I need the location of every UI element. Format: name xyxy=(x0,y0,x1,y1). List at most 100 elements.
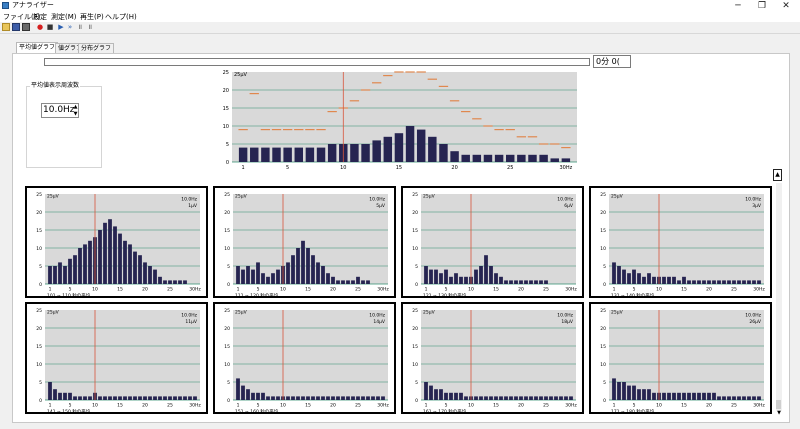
x-tick-label: 1 xyxy=(425,287,428,293)
record-icon[interactable]: ● xyxy=(36,23,44,31)
x-tick-label: 10 xyxy=(280,287,286,293)
y-tick-label: 20 xyxy=(224,210,230,216)
y-tick-label: 15 xyxy=(412,344,418,350)
stepper-up-icon[interactable]: ▲ xyxy=(73,104,78,110)
time-range-caption: 151 ~ 160 秒の平均 xyxy=(235,408,279,412)
menu-file[interactable]: ファイル(F) xyxy=(3,13,41,21)
bar xyxy=(173,280,177,284)
bar xyxy=(168,396,172,400)
amplitude-info-label: 5μV xyxy=(376,203,386,209)
bar xyxy=(549,396,553,400)
bar xyxy=(647,389,651,400)
bar xyxy=(48,382,52,400)
bar xyxy=(193,396,197,400)
bar xyxy=(272,147,281,162)
bar xyxy=(554,396,558,400)
x-tick-label: 1 xyxy=(613,403,616,409)
bar xyxy=(428,136,437,162)
x-tick-label: 25 xyxy=(355,403,361,409)
bar xyxy=(461,154,470,162)
plot-area xyxy=(233,310,388,400)
bar xyxy=(291,255,295,284)
bar xyxy=(534,280,538,284)
bar xyxy=(474,269,478,284)
menu-help[interactable]: ヘルプ(H) xyxy=(105,13,137,21)
stop-icon[interactable]: ■ xyxy=(46,23,54,31)
bar xyxy=(505,154,515,162)
y-axis-unit-label: 25μV xyxy=(234,72,248,78)
bar xyxy=(444,392,448,400)
pause-icon[interactable]: ॥ xyxy=(77,23,83,31)
bar xyxy=(266,396,270,400)
bar xyxy=(98,396,102,400)
playback-progress-bar[interactable] xyxy=(44,58,590,66)
bar xyxy=(183,396,187,400)
bar xyxy=(617,266,621,284)
x-tick-label: 5 xyxy=(633,403,636,409)
bar xyxy=(424,382,428,400)
bar xyxy=(283,147,292,162)
folder-open-icon[interactable] xyxy=(2,23,10,31)
bar xyxy=(439,144,448,162)
bar xyxy=(326,273,330,284)
bar xyxy=(509,280,513,284)
stepper-down-icon[interactable]: ▼ xyxy=(73,111,78,117)
time-range-caption: 111 ~ 120 秒の平均 xyxy=(235,292,279,296)
frequency-stepper[interactable] xyxy=(41,103,79,118)
x-tick-label: 1 xyxy=(237,287,240,293)
bar xyxy=(544,396,548,400)
bar xyxy=(692,392,696,400)
bar xyxy=(642,389,646,400)
scroll-down-button[interactable]: ▼ xyxy=(777,410,781,416)
fast-forward-icon[interactable]: » xyxy=(67,23,73,31)
y-axis-unit-label: 25μV xyxy=(235,194,248,200)
bar xyxy=(459,392,463,400)
bar xyxy=(519,396,523,400)
bar xyxy=(286,396,290,400)
bar xyxy=(341,396,345,400)
menu-playback[interactable]: 再生(P) xyxy=(80,13,104,21)
bar xyxy=(727,396,731,400)
bar xyxy=(484,396,488,400)
x-tick-label: 30Hz xyxy=(753,287,765,293)
bar xyxy=(256,392,260,400)
minimize-button[interactable]: ─ xyxy=(735,1,741,11)
x-tick-label: 25 xyxy=(731,403,737,409)
x-tick-label: 30Hz xyxy=(377,287,389,293)
amplitude-info-label: 3μV xyxy=(752,203,762,209)
bar xyxy=(68,258,72,284)
x-tick-label: 5 xyxy=(633,287,636,293)
scrollbar-thumb[interactable] xyxy=(776,400,781,409)
menu-settings[interactable]: 設定 xyxy=(33,13,47,21)
x-tick-label: 10 xyxy=(340,165,346,171)
bar xyxy=(494,154,504,162)
close-button[interactable]: ✕ xyxy=(782,1,790,11)
bar xyxy=(108,396,112,400)
save-icon[interactable] xyxy=(12,23,20,31)
frequency-stepper-value[interactable]: 10.0Hz xyxy=(43,105,75,115)
print-icon[interactable] xyxy=(22,23,30,31)
y-tick-label: 15 xyxy=(36,344,42,350)
bar xyxy=(697,392,701,400)
step-icon[interactable]: ॥ xyxy=(87,23,93,31)
bar xyxy=(732,396,736,400)
bar xyxy=(361,396,365,400)
bar xyxy=(697,280,701,284)
bar xyxy=(276,396,280,400)
scroll-up-button[interactable]: ▲ xyxy=(773,169,782,181)
maximize-button[interactable]: ❐ xyxy=(757,1,767,11)
bar xyxy=(153,396,157,400)
y-tick-label: 10 xyxy=(600,246,606,252)
play-icon[interactable]: ▶ xyxy=(58,23,64,31)
y-axis-unit-label: 25μV xyxy=(47,310,60,316)
bar xyxy=(652,392,656,400)
y-tick-label: 10 xyxy=(224,246,230,252)
vertical-scrollbar[interactable] xyxy=(776,183,782,411)
bar xyxy=(133,396,137,400)
bar xyxy=(737,396,741,400)
tab-distribution-graph[interactable]: 分布グラフ xyxy=(78,43,115,54)
bar xyxy=(632,269,636,284)
menu-measure[interactable]: 測定(M) xyxy=(51,13,77,21)
bar xyxy=(123,240,127,284)
bar xyxy=(550,158,559,162)
